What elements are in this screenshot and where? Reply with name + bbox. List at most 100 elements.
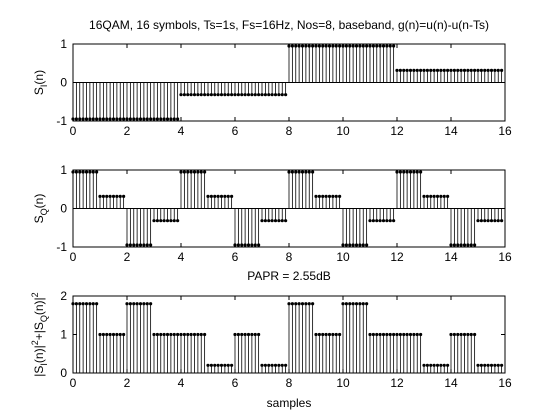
- stem-marker: [199, 93, 203, 97]
- stem-marker: [263, 93, 267, 97]
- stem-marker: [358, 243, 362, 247]
- stem-marker: [81, 302, 85, 306]
- x-tick-label: 8: [286, 250, 293, 264]
- x-tick-label: 2: [124, 124, 131, 138]
- stem-marker: [216, 93, 220, 97]
- stem-marker: [317, 194, 321, 198]
- stem-marker: [290, 44, 294, 48]
- stem-marker: [483, 68, 487, 72]
- stem-marker: [439, 68, 443, 72]
- stem-marker: [192, 332, 197, 337]
- stem-marker: [392, 219, 396, 223]
- x-tick-label: 8: [286, 124, 293, 138]
- stem-marker: [479, 68, 483, 72]
- stem-marker: [273, 219, 278, 223]
- stem-marker: [132, 243, 136, 247]
- stem-marker: [473, 243, 477, 247]
- y-tick-label: 1: [60, 163, 67, 177]
- stem-marker: [182, 170, 186, 174]
- stem-marker: [412, 170, 416, 174]
- stem-marker: [351, 243, 355, 247]
- stem-marker: [267, 363, 271, 367]
- stem-marker: [402, 332, 406, 337]
- stem-marker: [338, 194, 342, 198]
- stem-marker: [216, 194, 220, 198]
- x-tick-label: 12: [390, 376, 404, 390]
- stem-marker: [182, 93, 186, 97]
- stem-marker: [280, 219, 284, 223]
- stem-marker: [111, 194, 116, 198]
- stem-marker: [260, 93, 264, 97]
- stem-marker: [165, 117, 170, 121]
- stem-marker: [469, 332, 473, 337]
- x-tick-label: 2: [124, 376, 131, 390]
- stem-marker: [230, 194, 234, 198]
- stem-marker: [378, 219, 382, 223]
- stem-marker: [111, 117, 116, 121]
- x-tick-label: 12: [390, 250, 404, 264]
- y-tick-label: 1: [60, 37, 67, 51]
- stem-marker: [233, 93, 237, 97]
- stem-marker: [324, 332, 328, 337]
- stem-marker: [311, 170, 315, 174]
- x-axis-label: samples: [267, 396, 312, 410]
- stem-marker: [297, 170, 301, 174]
- stem-marker: [115, 117, 119, 121]
- stem-marker: [381, 44, 386, 48]
- stem-marker: [375, 332, 379, 337]
- stem-marker: [236, 332, 240, 337]
- stem-marker: [331, 332, 335, 337]
- stem-marker: [233, 332, 237, 337]
- stem-marker: [135, 243, 139, 247]
- stem-marker: [375, 44, 379, 48]
- stem-marker: [135, 302, 139, 306]
- x-tick-label: 6: [232, 250, 239, 264]
- stem-marker: [419, 332, 423, 337]
- stem-marker: [192, 93, 197, 97]
- stem-marker: [74, 302, 78, 306]
- stem-marker: [327, 44, 332, 48]
- stem-marker: [132, 117, 136, 121]
- stem-marker: [446, 363, 450, 367]
- stem-marker: [91, 117, 95, 121]
- stem-marker: [476, 219, 480, 223]
- stem-marker: [398, 332, 402, 337]
- stem-marker: [408, 332, 413, 337]
- stem-marker: [327, 194, 332, 198]
- stem-marker: [385, 44, 389, 48]
- stem-marker: [351, 44, 355, 48]
- stem-marker: [442, 363, 446, 367]
- stem-marker: [203, 170, 207, 174]
- stem-marker: [344, 302, 348, 306]
- stem-marker: [78, 302, 82, 306]
- y-tick-label: 0: [60, 202, 67, 216]
- x-tick-label: 16: [498, 250, 512, 264]
- stem-marker: [277, 219, 281, 223]
- stem-marker: [203, 93, 207, 97]
- stem-marker: [95, 170, 99, 174]
- stem-marker: [341, 302, 345, 306]
- stem-marker: [128, 243, 132, 247]
- stem-marker: [230, 363, 234, 367]
- stem-marker: [108, 332, 112, 337]
- stem-marker: [327, 332, 332, 337]
- stem-marker: [172, 332, 176, 337]
- stem-marker: [348, 243, 352, 247]
- stem-marker: [226, 194, 230, 198]
- stem-marker: [152, 219, 156, 223]
- stem-marker: [138, 117, 143, 121]
- stem-marker: [405, 170, 409, 174]
- stem-marker: [368, 44, 372, 48]
- stem-marker: [338, 44, 342, 48]
- stem-marker: [246, 332, 251, 337]
- stem-marker: [230, 93, 234, 97]
- stem-marker: [263, 363, 267, 367]
- stem-marker: [459, 68, 463, 72]
- stem-marker: [402, 68, 406, 72]
- stem-marker: [122, 117, 126, 121]
- stem-marker: [469, 243, 473, 247]
- stem-marker: [412, 68, 416, 72]
- stem-marker: [348, 302, 352, 306]
- stem-marker: [84, 117, 89, 121]
